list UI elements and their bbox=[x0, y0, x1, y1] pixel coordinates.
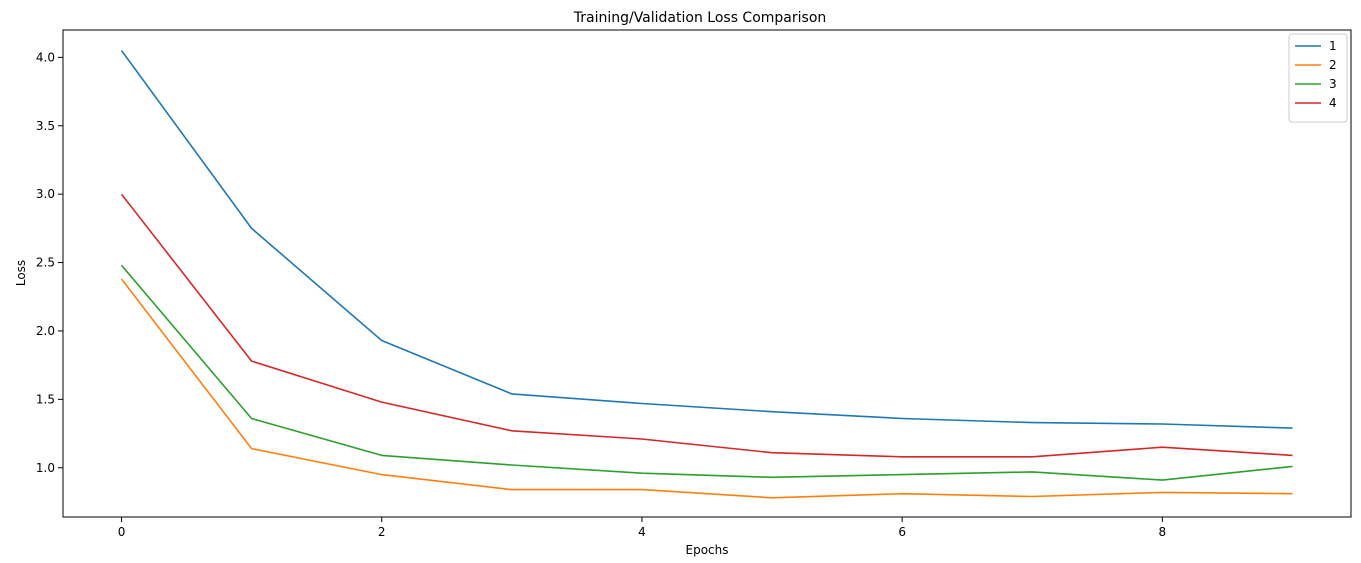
y-tick-label: 3.0 bbox=[36, 187, 55, 201]
x-tick-label: 2 bbox=[378, 525, 386, 539]
y-tick-label: 1.5 bbox=[36, 392, 55, 406]
y-tick-label: 1.0 bbox=[36, 461, 55, 475]
legend-label-4: 4 bbox=[1329, 96, 1337, 110]
legend-label-1: 1 bbox=[1329, 39, 1337, 53]
x-tick-label: 8 bbox=[1159, 525, 1167, 539]
y-axis: 1.0 1.5 2.0 2.5 3.0 3.5 4.0 bbox=[36, 50, 63, 475]
x-tick-label: 4 bbox=[638, 525, 646, 539]
y-tick-label: 2.5 bbox=[36, 256, 55, 270]
y-tick-label: 3.5 bbox=[36, 119, 55, 133]
x-tick-label: 6 bbox=[898, 525, 906, 539]
plot-area bbox=[62, 29, 1352, 518]
legend-label-2: 2 bbox=[1329, 58, 1337, 72]
series-line-2 bbox=[120, 278, 1293, 499]
x-axis: 0 2 4 6 8 bbox=[118, 517, 1166, 539]
series-line-4 bbox=[120, 193, 1293, 458]
chart-title: Training/Validation Loss Comparison bbox=[573, 10, 827, 26]
x-tick-label: 0 bbox=[118, 525, 126, 539]
legend-box bbox=[1288, 33, 1348, 123]
x-axis-label: Epochs bbox=[686, 543, 729, 557]
legend: 1 2 3 4 bbox=[1288, 33, 1348, 123]
y-axis-label: Loss bbox=[14, 260, 28, 286]
y-tick-label: 4.0 bbox=[36, 50, 55, 64]
y-tick-label: 2.0 bbox=[36, 324, 55, 338]
legend-label-3: 3 bbox=[1329, 77, 1337, 91]
series-line-3 bbox=[120, 264, 1293, 481]
series-line-1 bbox=[120, 50, 1293, 429]
series-lines bbox=[120, 50, 1293, 499]
